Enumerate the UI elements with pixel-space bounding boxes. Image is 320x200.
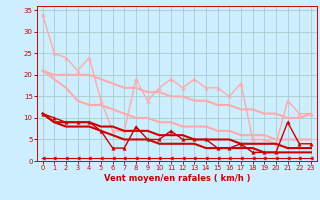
X-axis label: Vent moyen/en rafales ( km/h ): Vent moyen/en rafales ( km/h ) bbox=[104, 174, 250, 183]
